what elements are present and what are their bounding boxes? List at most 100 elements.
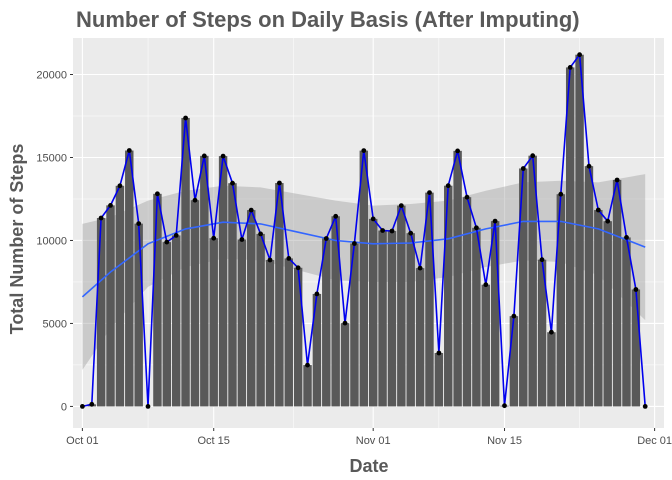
bar bbox=[125, 150, 134, 407]
y-tick-label: 15000 bbox=[36, 152, 67, 164]
bar bbox=[171, 235, 181, 407]
bar bbox=[200, 155, 209, 407]
data-point bbox=[567, 65, 573, 70]
bar bbox=[134, 223, 143, 407]
data-point bbox=[380, 228, 385, 233]
y-tick-label: 5000 bbox=[43, 318, 67, 330]
bar bbox=[453, 150, 462, 407]
bar bbox=[209, 238, 218, 407]
data-point bbox=[624, 235, 629, 240]
data-point bbox=[492, 218, 498, 224]
bar bbox=[340, 323, 350, 407]
bar bbox=[528, 155, 537, 407]
data-point bbox=[352, 241, 357, 246]
bar bbox=[425, 192, 434, 407]
bar bbox=[181, 117, 190, 407]
data-point bbox=[520, 166, 526, 171]
data-point bbox=[155, 191, 160, 197]
data-point bbox=[239, 237, 245, 242]
data-point bbox=[502, 403, 507, 409]
data-point bbox=[398, 203, 404, 209]
plot-panel bbox=[73, 38, 664, 428]
data-point bbox=[633, 287, 639, 292]
data-point bbox=[558, 191, 564, 197]
data-point bbox=[408, 230, 414, 236]
bar bbox=[584, 166, 594, 407]
data-point bbox=[464, 194, 470, 200]
data-point bbox=[436, 350, 442, 356]
data-point bbox=[80, 404, 85, 409]
data-point bbox=[361, 148, 367, 154]
bar bbox=[162, 242, 172, 407]
bar bbox=[265, 260, 275, 407]
bar bbox=[153, 193, 162, 407]
bar bbox=[547, 332, 556, 407]
bar bbox=[462, 197, 472, 407]
data-point bbox=[333, 213, 339, 219]
bar bbox=[256, 233, 265, 407]
bar bbox=[218, 156, 228, 407]
data-point bbox=[192, 197, 198, 203]
data-point bbox=[605, 218, 611, 224]
data-point bbox=[342, 320, 348, 326]
data-point bbox=[267, 257, 273, 263]
steps-points-layer bbox=[80, 52, 648, 409]
bar bbox=[350, 243, 359, 407]
data-point bbox=[286, 256, 292, 261]
x-tick-label: Oct 15 bbox=[198, 435, 230, 447]
bar bbox=[415, 268, 425, 407]
bar bbox=[603, 221, 612, 407]
y-tick-label: 20000 bbox=[36, 70, 67, 82]
bar bbox=[556, 194, 566, 407]
data-point bbox=[183, 115, 189, 121]
bar bbox=[575, 54, 584, 407]
bar bbox=[434, 353, 444, 407]
data-point bbox=[145, 404, 151, 409]
bar bbox=[631, 289, 641, 407]
data-point bbox=[248, 207, 254, 213]
data-point bbox=[230, 180, 235, 186]
data-point bbox=[455, 148, 460, 154]
bar bbox=[387, 230, 397, 407]
chart-title: Number of Steps on Daily Basis (After Im… bbox=[76, 7, 580, 32]
bar bbox=[275, 183, 284, 407]
x-tick-label: Oct 01 bbox=[66, 435, 98, 447]
data-point bbox=[474, 225, 479, 231]
data-point bbox=[258, 231, 263, 237]
data-point bbox=[595, 207, 601, 213]
data-point bbox=[549, 329, 554, 335]
bar bbox=[537, 259, 547, 407]
bar bbox=[594, 210, 603, 407]
y-tick-label: 0 bbox=[61, 401, 67, 413]
y-axis-ticks: 0 5000 10000 15000 20000 bbox=[36, 70, 73, 413]
x-tick-label: Dec 01 bbox=[637, 435, 672, 447]
bar bbox=[284, 258, 293, 407]
data-point bbox=[511, 313, 517, 319]
data-point bbox=[577, 52, 582, 58]
data-point bbox=[314, 291, 320, 297]
bar bbox=[565, 67, 575, 407]
data-point bbox=[614, 177, 620, 183]
bar bbox=[237, 239, 247, 407]
bar bbox=[303, 365, 312, 407]
bar bbox=[481, 284, 490, 407]
data-point bbox=[323, 236, 329, 241]
bar bbox=[331, 216, 340, 407]
data-point bbox=[417, 265, 423, 271]
data-point bbox=[211, 235, 217, 241]
x-axis-ticks: Oct 01 Oct 15 Nov 01 Nov 15 Dec 01 bbox=[66, 428, 672, 447]
bar bbox=[228, 183, 237, 407]
data-point bbox=[530, 153, 536, 159]
bars-layer bbox=[87, 54, 641, 407]
data-point bbox=[370, 216, 376, 222]
bar bbox=[622, 237, 631, 407]
data-point bbox=[642, 404, 648, 409]
data-point bbox=[539, 257, 545, 263]
bar bbox=[509, 316, 519, 407]
bar bbox=[490, 221, 500, 407]
bar bbox=[106, 205, 115, 407]
data-point bbox=[220, 153, 226, 159]
bar bbox=[519, 168, 528, 407]
data-point bbox=[389, 228, 395, 234]
